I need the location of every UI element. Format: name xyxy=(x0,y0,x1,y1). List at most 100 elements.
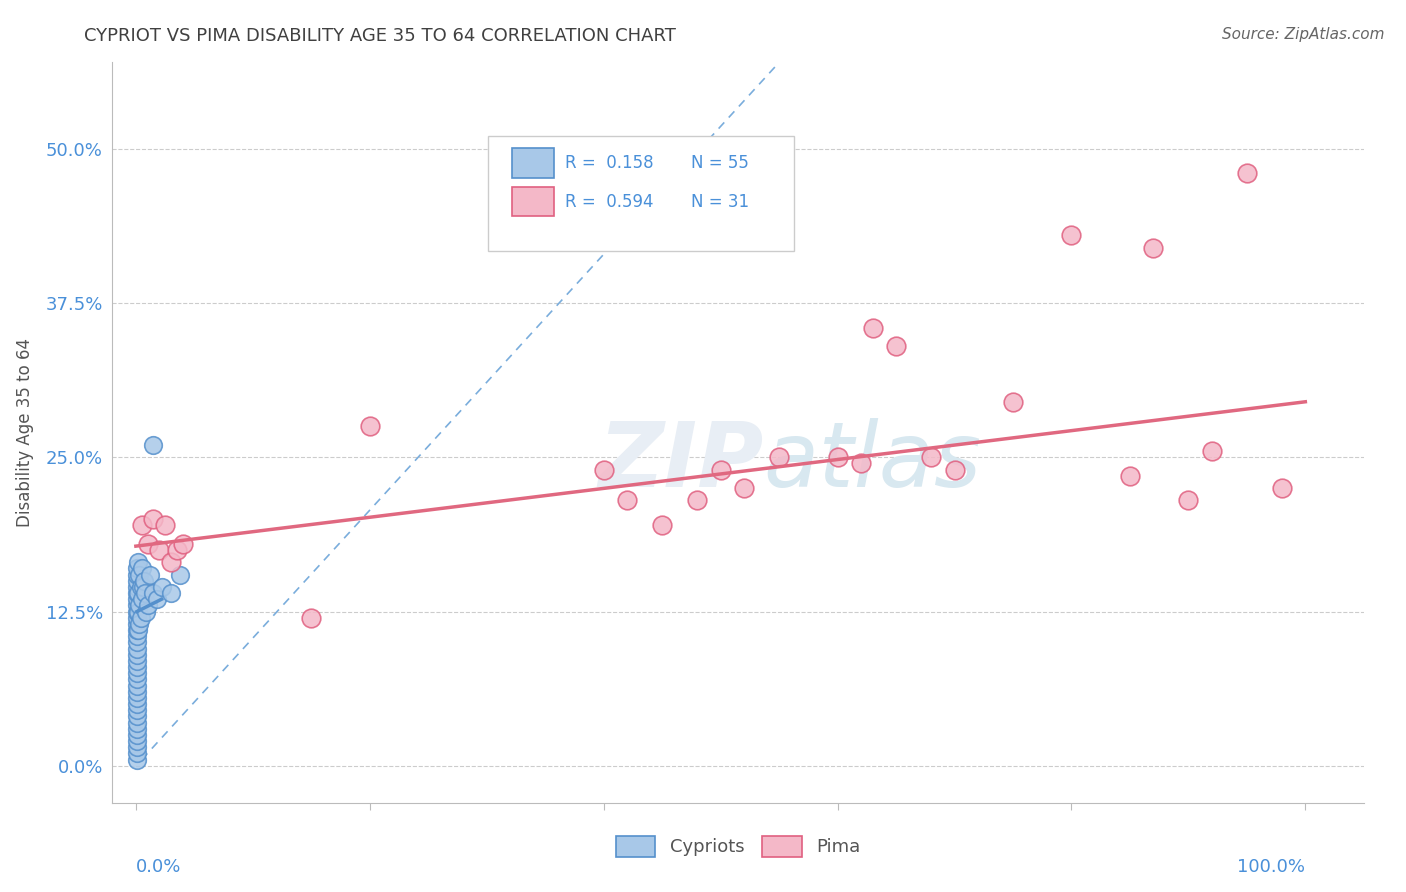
Point xyxy=(592,462,614,476)
Point xyxy=(125,666,148,681)
Point xyxy=(125,734,148,748)
Point xyxy=(127,555,149,569)
Point xyxy=(616,493,638,508)
Point xyxy=(146,592,169,607)
Point xyxy=(125,623,148,637)
Point xyxy=(169,567,191,582)
FancyBboxPatch shape xyxy=(512,148,554,178)
Text: N = 31: N = 31 xyxy=(690,193,749,211)
Point xyxy=(651,518,673,533)
Point xyxy=(172,536,194,550)
Point xyxy=(150,580,173,594)
Point xyxy=(125,599,148,613)
Point xyxy=(710,462,733,476)
Point xyxy=(1119,468,1142,483)
Point xyxy=(148,542,170,557)
Point xyxy=(160,586,183,600)
Point xyxy=(128,599,150,613)
Point xyxy=(125,654,148,668)
Point xyxy=(125,753,148,767)
Point xyxy=(125,673,148,687)
Point xyxy=(125,679,148,693)
Point xyxy=(160,555,183,569)
Point xyxy=(128,567,150,582)
Point xyxy=(125,703,148,717)
Point xyxy=(1201,444,1223,458)
Point xyxy=(733,481,755,495)
Point xyxy=(142,512,165,526)
Point xyxy=(131,518,153,533)
Text: Source: ZipAtlas.com: Source: ZipAtlas.com xyxy=(1222,27,1385,42)
Point xyxy=(125,697,148,711)
Point xyxy=(359,419,381,434)
Point xyxy=(862,320,884,334)
Text: 100.0%: 100.0% xyxy=(1237,858,1305,876)
Point xyxy=(943,462,966,476)
Point xyxy=(136,599,159,613)
Point xyxy=(132,574,155,588)
Point xyxy=(920,450,942,465)
Point xyxy=(127,623,149,637)
Y-axis label: Disability Age 35 to 64: Disability Age 35 to 64 xyxy=(17,338,34,527)
Point xyxy=(132,580,155,594)
Point xyxy=(125,740,148,755)
Point xyxy=(125,616,148,631)
Text: N = 55: N = 55 xyxy=(690,154,748,172)
Point xyxy=(299,610,322,624)
Point xyxy=(1271,481,1294,495)
Legend: Cypriots, Pima: Cypriots, Pima xyxy=(609,829,868,864)
Point xyxy=(134,586,156,600)
Point xyxy=(125,586,148,600)
Text: CYPRIOT VS PIMA DISABILITY AGE 35 TO 64 CORRELATION CHART: CYPRIOT VS PIMA DISABILITY AGE 35 TO 64 … xyxy=(84,27,676,45)
Point xyxy=(686,493,709,508)
Point xyxy=(142,438,165,452)
Point xyxy=(142,586,165,600)
Point xyxy=(768,450,790,465)
Point xyxy=(125,574,148,588)
Point xyxy=(125,690,148,705)
Point xyxy=(131,592,153,607)
Text: R =  0.158: R = 0.158 xyxy=(565,154,654,172)
Point xyxy=(127,605,149,619)
Point xyxy=(125,580,148,594)
Point xyxy=(1142,240,1164,255)
Point xyxy=(125,709,148,723)
Point xyxy=(1177,493,1199,508)
Text: R =  0.594: R = 0.594 xyxy=(565,193,654,211)
Point xyxy=(125,605,148,619)
Point xyxy=(125,715,148,730)
Point xyxy=(125,635,148,649)
Point xyxy=(1236,166,1258,180)
Point xyxy=(139,567,162,582)
Point xyxy=(849,457,872,471)
Point xyxy=(125,592,148,607)
Text: ZIP: ZIP xyxy=(598,418,763,507)
Point xyxy=(125,747,148,761)
Point xyxy=(125,685,148,699)
Point xyxy=(153,518,176,533)
Point xyxy=(166,542,188,557)
Point xyxy=(125,610,148,624)
Point xyxy=(827,450,849,465)
Point xyxy=(127,586,149,600)
FancyBboxPatch shape xyxy=(488,136,794,252)
Point xyxy=(125,567,148,582)
Point xyxy=(136,536,159,550)
Point xyxy=(129,580,152,594)
Point xyxy=(1001,394,1024,409)
Point xyxy=(125,660,148,674)
Point xyxy=(128,616,150,631)
Text: 0.0%: 0.0% xyxy=(136,858,181,876)
Point xyxy=(129,610,152,624)
Point xyxy=(131,561,153,575)
Point xyxy=(125,641,148,656)
Point xyxy=(1060,228,1083,243)
Point xyxy=(125,722,148,736)
FancyBboxPatch shape xyxy=(512,186,554,217)
Point xyxy=(125,728,148,742)
Text: atlas: atlas xyxy=(763,418,981,507)
Point xyxy=(125,561,148,575)
Point xyxy=(135,605,157,619)
Point xyxy=(125,629,148,643)
Point xyxy=(884,339,907,353)
